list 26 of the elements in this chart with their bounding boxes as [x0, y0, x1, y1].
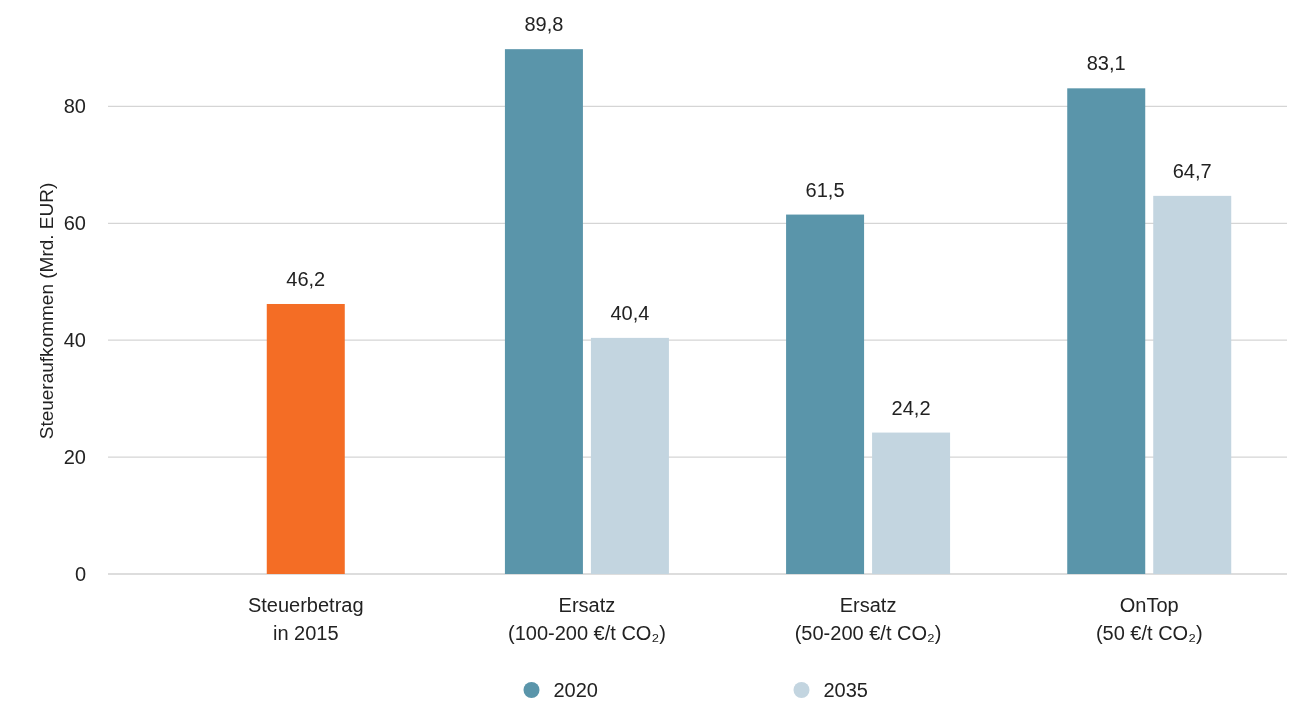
- bar: [786, 214, 865, 574]
- x-tick-label: OnTop (50 €/t CO₂): [1095, 594, 1203, 644]
- bar: [590, 337, 669, 574]
- bar: [504, 49, 583, 574]
- y-tick-label: 80: [63, 95, 86, 118]
- data-label: 89,8: [524, 13, 564, 36]
- data-label: 46,2: [286, 267, 326, 290]
- data-label: 64,7: [1172, 159, 1212, 182]
- data-label: 83,1: [1086, 52, 1126, 75]
- bar: [266, 303, 345, 574]
- y-axis-title: Steueraufkommen (Mrd. EUR): [36, 182, 57, 440]
- x-tick-label: Ersatz (50-200 €/t CO₂): [794, 594, 942, 644]
- bar: [1153, 195, 1232, 574]
- data-label: 61,5: [805, 178, 845, 201]
- data-label: 24,2: [891, 396, 931, 419]
- x-tick-label: Ersatz (100-200 €/t CO₂): [508, 594, 666, 644]
- y-tick-label: 20: [63, 446, 86, 469]
- data-label: 40,4: [610, 301, 650, 324]
- y-tick-label: 60: [63, 212, 86, 235]
- y-tick-label: 0: [74, 563, 86, 585]
- legend-label: 2020: [553, 679, 598, 701]
- bar: [1067, 88, 1146, 574]
- legend-label: 2035: [823, 679, 868, 701]
- y-tick-label: 40: [63, 329, 86, 352]
- bar: [872, 432, 951, 574]
- x-tick-label: Steuerbetrag in 2015: [247, 594, 364, 644]
